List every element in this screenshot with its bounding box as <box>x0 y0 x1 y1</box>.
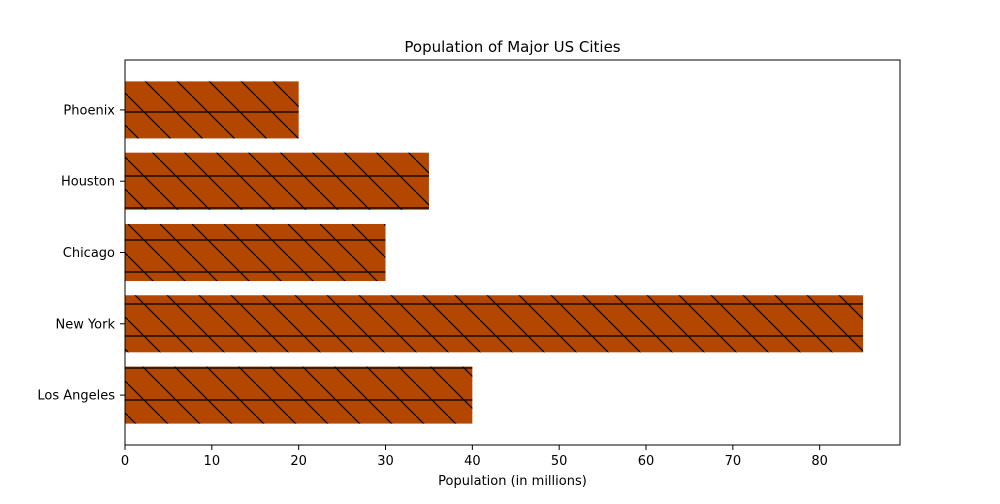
x-tick-label: 20 <box>290 454 307 469</box>
y-tick-label: Phoenix <box>63 103 115 118</box>
x-tick-label: 70 <box>725 454 742 469</box>
bars-layer <box>125 81 864 424</box>
y-tick-label: New York <box>55 317 115 332</box>
plot-frame <box>124 59 901 446</box>
x-tick-label: 30 <box>377 454 394 469</box>
y-tick-label: Houston <box>61 175 115 190</box>
y-tick-label: Chicago <box>63 246 115 261</box>
x-tick-label: 80 <box>811 454 828 469</box>
x-tick-label: 10 <box>204 454 221 469</box>
x-tick-label: 60 <box>638 454 655 469</box>
y-axis: Los Angeles New York Chicago Houston Phoenix <box>37 103 125 404</box>
chart-title: Population of Major US Cities <box>404 38 620 56</box>
bar-hatch-new-york <box>125 295 864 353</box>
x-axis-label: Population (in millions) <box>438 474 587 489</box>
bar-hatch-phoenix <box>125 81 299 139</box>
x-axis: 0 10 20 30 40 50 60 70 80 <box>121 445 828 469</box>
bar-hatch-los-angeles <box>125 366 473 424</box>
x-tick-label: 50 <box>551 454 568 469</box>
x-tick-label: 40 <box>464 454 481 469</box>
x-tick-label: 0 <box>121 454 129 469</box>
y-tick-label: Los Angeles <box>37 389 115 404</box>
bar-hatch-houston <box>125 152 429 210</box>
bar-hatch-chicago <box>125 223 386 282</box>
